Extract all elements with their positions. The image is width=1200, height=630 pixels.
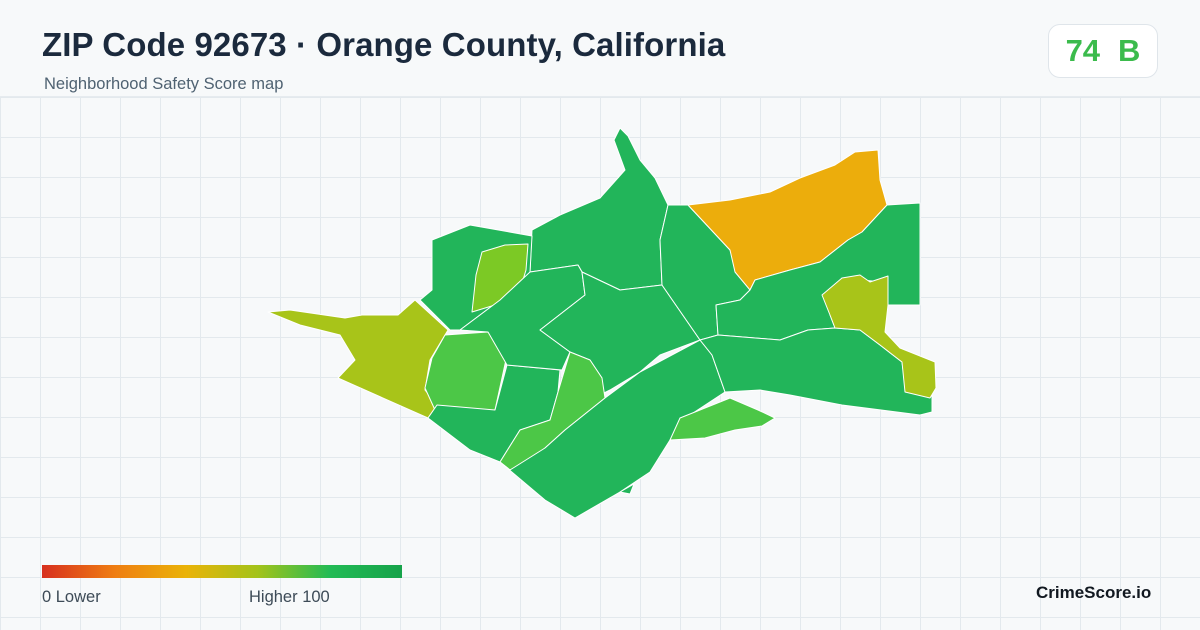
legend-high-label: Higher 100 bbox=[249, 588, 330, 606]
score-badge: 74 B bbox=[1048, 24, 1158, 78]
map-region-north-spur[interactable] bbox=[529, 127, 669, 291]
brand-logo-text: CrimeScore.io bbox=[1036, 583, 1152, 602]
page-title: ZIP Code 92673 · Orange County, Californ… bbox=[42, 26, 726, 63]
map-region-southeast-lobe[interactable] bbox=[669, 397, 776, 441]
page-subtitle: Neighborhood Safety Score map bbox=[44, 75, 284, 93]
map-region-east-arm[interactable] bbox=[821, 274, 937, 399]
map-region-west-arm[interactable] bbox=[267, 299, 449, 419]
header-divider bbox=[0, 96, 1200, 97]
score-value: 74 bbox=[1065, 33, 1101, 68]
legend-color-scale bbox=[42, 565, 402, 578]
map-region-south-nub[interactable] bbox=[619, 483, 635, 495]
score-grade: B bbox=[1118, 33, 1141, 68]
legend-low-label: 0 Lower bbox=[42, 588, 101, 606]
